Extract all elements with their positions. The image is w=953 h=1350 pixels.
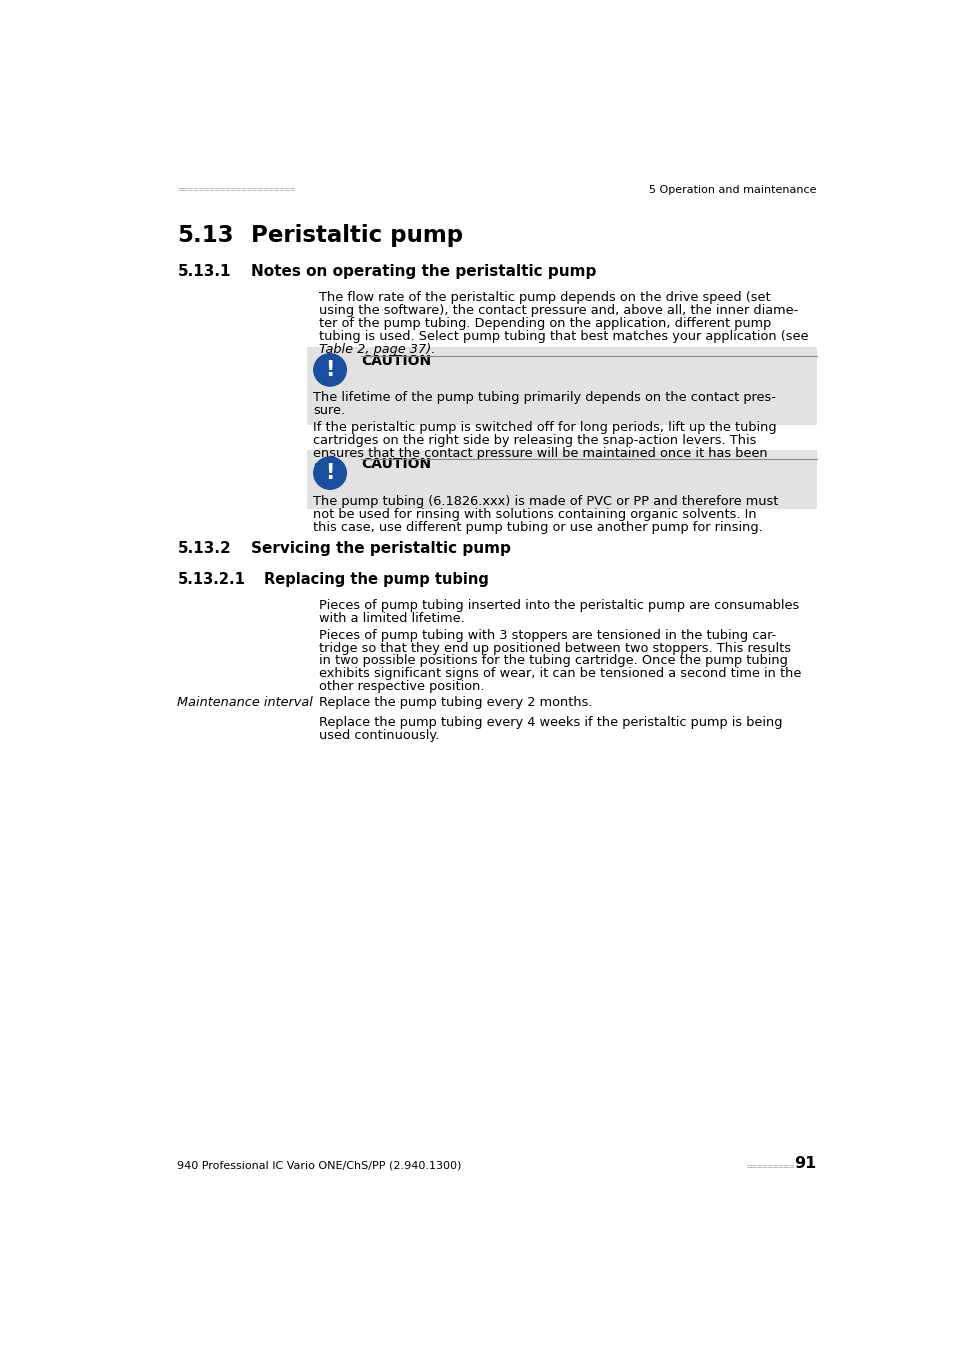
Text: The lifetime of the pump tubing primarily depends on the contact pres-: The lifetime of the pump tubing primaril… (313, 392, 775, 405)
Text: sure.: sure. (313, 405, 345, 417)
Text: Table 2, page 37).: Table 2, page 37). (319, 343, 436, 356)
Text: CAUTION: CAUTION (360, 456, 431, 471)
Text: The flow rate of the peristaltic pump depends on the drive speed (set: The flow rate of the peristaltic pump de… (319, 292, 770, 304)
Text: 5.13.2.1: 5.13.2.1 (177, 571, 245, 587)
Text: =========: ========= (746, 1162, 794, 1170)
Text: tridge so that they end up positioned between two stoppers. This results: tridge so that they end up positioned be… (319, 641, 790, 655)
Circle shape (314, 456, 346, 489)
Text: Maintenance interval: Maintenance interval (177, 695, 313, 709)
Text: not be used for rinsing with solutions containing organic solvents. In: not be used for rinsing with solutions c… (313, 508, 756, 521)
FancyBboxPatch shape (307, 450, 816, 509)
Text: other respective position.: other respective position. (319, 680, 484, 694)
Text: 5.13: 5.13 (177, 224, 233, 247)
Text: set.: set. (313, 460, 336, 472)
Text: using the software), the contact pressure and, above all, the inner diame-: using the software), the contact pressur… (319, 304, 798, 317)
Text: !: ! (325, 463, 335, 483)
FancyBboxPatch shape (307, 347, 816, 425)
Text: with a limited lifetime.: with a limited lifetime. (319, 613, 464, 625)
Text: exhibits significant signs of wear, it can be tensioned a second time in the: exhibits significant signs of wear, it c… (319, 667, 801, 680)
Text: The pump tubing (6.1826.xxx) is made of PVC or PP and therefore must: The pump tubing (6.1826.xxx) is made of … (313, 494, 778, 508)
Text: 940 Professional IC Vario ONE/ChS/PP (2.940.1300): 940 Professional IC Vario ONE/ChS/PP (2.… (177, 1161, 461, 1170)
Text: this case, use different pump tubing or use another pump for rinsing.: this case, use different pump tubing or … (313, 521, 762, 533)
Text: 5 Operation and maintenance: 5 Operation and maintenance (649, 185, 816, 196)
Text: !: ! (325, 360, 335, 379)
Text: Pieces of pump tubing with 3 stoppers are tensioned in the tubing car-: Pieces of pump tubing with 3 stoppers ar… (319, 629, 776, 641)
Text: Pieces of pump tubing inserted into the peristaltic pump are consumables: Pieces of pump tubing inserted into the … (319, 599, 799, 613)
Text: CAUTION: CAUTION (360, 354, 431, 367)
Text: used continuously.: used continuously. (319, 729, 439, 741)
Text: ensures that the contact pressure will be maintained once it has been: ensures that the contact pressure will b… (313, 447, 767, 460)
Text: in two possible positions for the tubing cartridge. Once the pump tubing: in two possible positions for the tubing… (319, 655, 787, 667)
Text: Replacing the pump tubing: Replacing the pump tubing (264, 571, 489, 587)
Text: ter of the pump tubing. Depending on the application, different pump: ter of the pump tubing. Depending on the… (319, 317, 771, 331)
Text: ======================: ====================== (177, 185, 295, 194)
Text: tubing is used. Select pump tubing that best matches your application (see: tubing is used. Select pump tubing that … (319, 331, 808, 343)
Text: Servicing the peristaltic pump: Servicing the peristaltic pump (251, 541, 511, 556)
Text: 5.13.2: 5.13.2 (177, 541, 231, 556)
Text: Notes on operating the peristaltic pump: Notes on operating the peristaltic pump (251, 263, 596, 278)
Text: cartridges on the right side by releasing the snap-action levers. This: cartridges on the right side by releasin… (313, 435, 756, 447)
Text: Peristaltic pump: Peristaltic pump (251, 224, 462, 247)
Text: If the peristaltic pump is switched off for long periods, lift up the tubing: If the peristaltic pump is switched off … (313, 421, 776, 435)
Text: 5.13.1: 5.13.1 (177, 263, 231, 278)
Text: 91: 91 (794, 1156, 816, 1170)
Circle shape (314, 354, 346, 386)
Text: Replace the pump tubing every 4 weeks if the peristaltic pump is being: Replace the pump tubing every 4 weeks if… (319, 716, 781, 729)
Text: Replace the pump tubing every 2 months.: Replace the pump tubing every 2 months. (319, 695, 592, 709)
